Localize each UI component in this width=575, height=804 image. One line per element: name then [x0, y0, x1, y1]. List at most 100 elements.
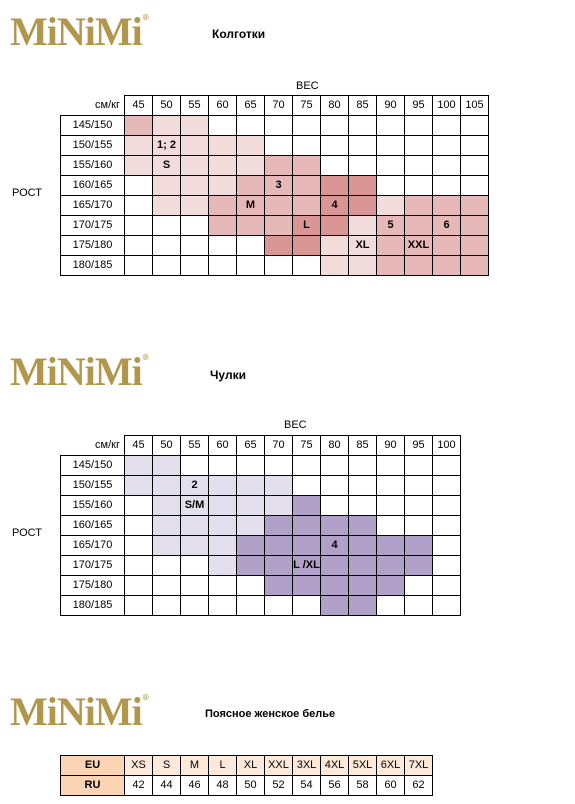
ru-size-cell: 42	[124, 775, 153, 796]
size-cell	[320, 135, 349, 156]
weight-header-cell: 90	[376, 95, 405, 116]
size-cell	[180, 175, 209, 196]
weight-header-cell: 45	[124, 435, 153, 456]
weight-header-cell: 65	[236, 95, 265, 116]
size-cell	[152, 475, 181, 496]
ru-size-cell: 62	[404, 775, 433, 796]
height-range-cell: 165/170	[60, 535, 125, 556]
size-cell	[376, 135, 405, 156]
ru-size-cell: 46	[180, 775, 209, 796]
size-cell	[236, 495, 265, 516]
height-range-cell: 155/160	[60, 155, 125, 176]
weight-header-cell: 50	[152, 435, 181, 456]
size-cell	[236, 175, 265, 196]
size-cell	[152, 215, 181, 236]
size-cell	[180, 115, 209, 136]
size-cell	[208, 135, 237, 156]
size-cell	[124, 235, 153, 256]
weight-header-cell: 100	[432, 95, 461, 116]
brand-logo: MiNiMi®	[10, 12, 149, 52]
size-row: 145/150	[60, 115, 489, 136]
eu-size-cell: 3XL	[292, 755, 321, 776]
size-cell	[348, 115, 377, 136]
size-cell	[180, 515, 209, 536]
brand-logo-text: MiNiMi	[10, 349, 143, 394]
size-cell	[124, 595, 153, 616]
size-cell	[180, 215, 209, 236]
height-range-cell: 180/185	[60, 595, 125, 616]
size-cell	[124, 455, 153, 476]
size-cell	[264, 555, 293, 576]
size-cell	[460, 155, 489, 176]
size-cell	[208, 515, 237, 536]
size-cell	[460, 195, 489, 216]
weight-header-cell: 80	[320, 95, 349, 116]
size-cell: L	[292, 215, 321, 236]
size-row: 155/160 S/M	[60, 495, 461, 516]
ru-size-cell: 52	[264, 775, 293, 796]
size-cell	[376, 535, 405, 556]
size-cell	[292, 495, 321, 516]
size-cell	[292, 115, 321, 136]
size-cell	[404, 155, 433, 176]
size-cell	[152, 235, 181, 256]
size-cell	[432, 515, 461, 536]
size-cell	[348, 155, 377, 176]
size-cell	[376, 195, 405, 216]
size-cell	[292, 135, 321, 156]
weight-header-cell: 70	[264, 435, 293, 456]
size-cell	[236, 255, 265, 276]
weight-header-cell: 90	[376, 435, 405, 456]
size-cell: 4	[320, 195, 349, 216]
size-cell	[376, 595, 405, 616]
size-cell	[180, 235, 209, 256]
size-cell	[320, 555, 349, 576]
size-cell	[124, 255, 153, 276]
size-cell	[208, 235, 237, 256]
size-cell	[152, 455, 181, 476]
size-cell	[124, 155, 153, 176]
weight-header-cell: 85	[348, 95, 377, 116]
size-cell	[124, 135, 153, 156]
size-row: 175/180	[60, 575, 461, 596]
size-cell	[292, 475, 321, 496]
weight-header-cell: 95	[404, 435, 433, 456]
weight-header-cell: 55	[180, 435, 209, 456]
size-cell	[292, 515, 321, 536]
size-cell	[180, 255, 209, 276]
weight-header-cell: 100	[432, 435, 461, 456]
size-cell	[208, 215, 237, 236]
size-cell	[404, 575, 433, 596]
height-range-cell: 160/165	[60, 175, 125, 196]
size-cell	[152, 595, 181, 616]
size-cell	[376, 235, 405, 256]
height-range-cell: 155/160	[60, 495, 125, 516]
size-row: 155/160 S	[60, 155, 489, 176]
size-cell	[376, 115, 405, 136]
size-cell	[152, 575, 181, 596]
tights-height-label: РОСТ	[12, 187, 42, 199]
size-cell	[180, 155, 209, 176]
size-cell	[320, 595, 349, 616]
size-row: 150/155 2	[60, 475, 461, 496]
size-cell	[264, 255, 293, 276]
size-cell	[264, 595, 293, 616]
eu-label: EU	[60, 755, 125, 776]
size-row: 145/150	[60, 455, 461, 476]
size-row: 180/185	[60, 595, 461, 616]
size-cell	[264, 575, 293, 596]
size-cell	[404, 455, 433, 476]
size-cell	[432, 235, 461, 256]
eu-size-cell: XXL	[264, 755, 293, 776]
size-cell	[376, 455, 405, 476]
size-cell	[460, 135, 489, 156]
size-cell	[180, 575, 209, 596]
size-cell	[460, 235, 489, 256]
height-range-cell: 170/175	[60, 555, 125, 576]
ru-size-cell: 50	[236, 775, 265, 796]
size-cell	[432, 455, 461, 476]
size-cell	[264, 135, 293, 156]
size-cell	[376, 555, 405, 576]
size-row: 165/170 4	[60, 535, 461, 556]
eu-size-cell: 7XL	[404, 755, 433, 776]
